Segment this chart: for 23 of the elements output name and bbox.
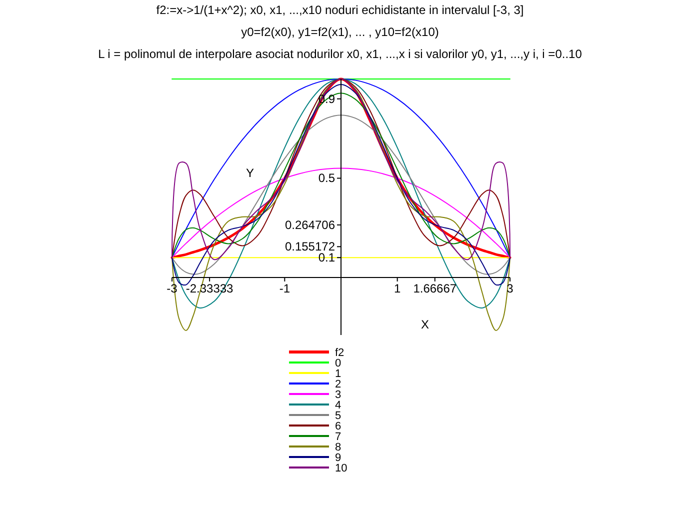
legend-label: 3 (335, 389, 342, 401)
legend-label: 9 (335, 452, 342, 464)
y-tick-label: 0.5 (318, 171, 336, 186)
y-tick-label: 0.264706 (284, 218, 336, 232)
legend-label: 0 (335, 358, 342, 370)
legend-label: 10 (335, 462, 348, 474)
legend-label: f2 (335, 347, 344, 359)
x-tick-label: 1.66667 (413, 281, 457, 296)
legend-label: 8 (335, 442, 342, 454)
chart-title: f2:=x->1/(1+x^2); x0, x1, ...,x10 noduri echidistante in intervalul [-3, 3] (156, 3, 524, 17)
chart-subtitle: y0=f2(x0), y1=f2(x1), ... , y10=f2(x10) (241, 25, 439, 39)
legend-label: 4 (335, 400, 342, 412)
legend-label: 5 (335, 410, 342, 422)
x-axis-title: X (420, 317, 430, 332)
legend-label: 7 (335, 431, 342, 443)
x-tick-label: -1 (279, 281, 290, 296)
legend-label: 6 (335, 420, 342, 432)
x-tick-label: 1 (394, 281, 401, 296)
y-tick-label: 0.155172 (284, 240, 336, 254)
legend-label: 2 (335, 378, 342, 390)
text: L i = polinomul de interpolare asociat nodurilor x0, x1, ...,x i si valorilor y0, y1, ...,y i, i =0..10 (98, 47, 582, 61)
legend-label: 1 (335, 368, 342, 380)
y-axis-title: Y (246, 166, 254, 180)
